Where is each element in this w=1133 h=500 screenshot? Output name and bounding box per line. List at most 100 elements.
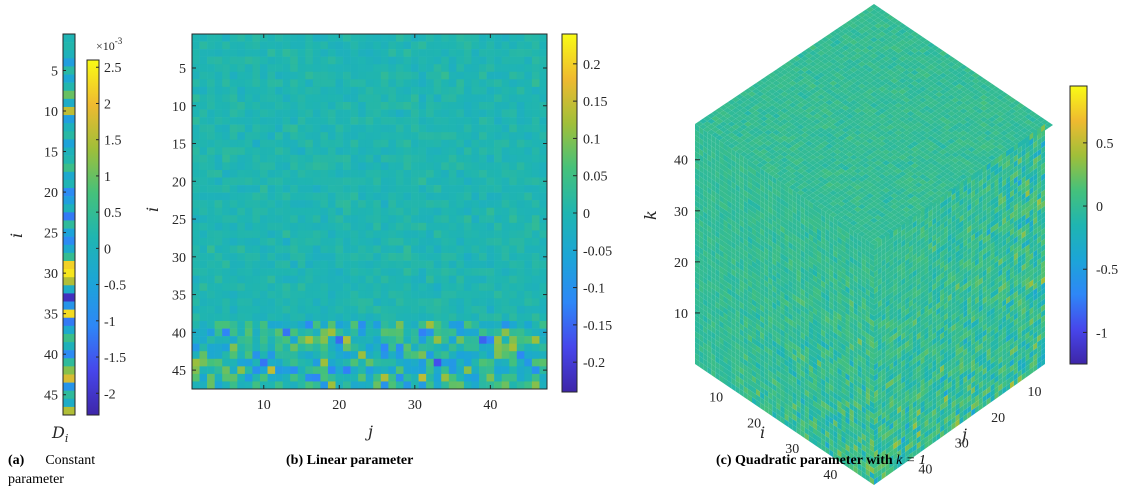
panel-c-left-face-cell xyxy=(699,132,704,141)
panel-c-left-face-cell xyxy=(711,156,716,165)
panel-b-cell xyxy=(448,351,457,360)
panel-c-left-face-cell xyxy=(752,391,756,400)
panel-b-cell xyxy=(539,321,548,329)
panel-b-cell xyxy=(207,124,215,133)
panel-b-cell xyxy=(395,101,404,110)
panel-c-top-face-cell xyxy=(735,110,744,116)
panel-c-top-face-cell xyxy=(739,135,748,141)
panel-b-cell xyxy=(207,275,215,284)
panel-c-top-face-cell xyxy=(918,53,927,59)
panel-c-top-face-cell xyxy=(910,86,919,92)
panel-c-top-face-cell xyxy=(853,206,862,213)
panel-b-cell xyxy=(358,79,367,88)
panel-b-cell xyxy=(237,283,246,292)
panel-b-cell xyxy=(426,94,435,103)
panel-c-top-face-cell xyxy=(727,121,736,127)
panel-b-cell xyxy=(275,321,283,329)
panel-b-cell xyxy=(267,34,276,42)
panel-b-cell xyxy=(395,79,404,88)
panel-c-top-face-cell xyxy=(752,94,761,100)
panel-c-top-face-cell xyxy=(975,146,984,153)
panel-b-cell xyxy=(411,305,419,314)
panel-c-left-face-cell xyxy=(711,222,716,231)
panel-c-top-face-cell xyxy=(808,138,817,144)
panel-b-cell xyxy=(259,321,268,329)
panel-b-cell xyxy=(494,253,502,261)
panel-b-cell xyxy=(433,373,442,382)
panel-c-top-face-cell xyxy=(784,121,793,127)
panel-a-cell xyxy=(63,342,75,351)
panel-c-left-face-cell xyxy=(695,331,700,340)
panel-b-cell xyxy=(433,275,442,284)
panel-c-top-face-cell xyxy=(935,80,944,87)
panel-c-left-face-cell xyxy=(731,361,736,370)
panel-b-cell xyxy=(471,64,480,73)
panel-c-top-face-cell xyxy=(975,91,984,98)
panel-c-left-face-cell xyxy=(703,162,708,171)
panel-b-cell xyxy=(222,260,231,269)
panel-b-cell xyxy=(343,373,351,382)
panel-b-cell xyxy=(380,79,389,88)
panel-b-cell xyxy=(244,230,253,239)
panel-c-top-face-cell xyxy=(963,111,972,117)
panel-b-cell xyxy=(539,268,548,277)
panel-c-top-face-cell xyxy=(825,105,834,111)
panel-c-left-face-cell xyxy=(715,372,720,381)
panel-c-top-face-cell xyxy=(1000,97,1009,103)
panel-c-left-face-cell xyxy=(756,230,761,239)
panel-c-left-face-cell xyxy=(747,214,752,223)
panel-c-top-face-cell xyxy=(902,53,911,59)
panel-c-top-face-cell xyxy=(715,129,724,135)
panel-c-left-face-cell xyxy=(707,295,712,305)
panel-c-top-face-cell xyxy=(800,121,809,127)
panel-b-cell xyxy=(479,343,487,352)
panel-c-top-face-cell xyxy=(975,141,984,147)
panel-c-top-face-cell xyxy=(951,168,960,174)
panel-b-cell xyxy=(358,343,367,352)
panel-c-top-face-cell xyxy=(829,47,838,54)
panel-c-top-face-cell xyxy=(922,116,931,122)
panel-c-top-face-cell xyxy=(760,121,769,127)
panel-b-cell xyxy=(380,147,389,156)
panel-b-cell xyxy=(395,237,404,246)
panel-c-left-face-cell xyxy=(743,342,748,351)
panel-b-colorbar-tick-label: 0.2 xyxy=(583,58,601,73)
panel-c-top-face-cell xyxy=(800,170,809,177)
panel-b-cell xyxy=(486,185,495,193)
panel-c-top-face-cell xyxy=(947,122,956,128)
panel-b-cell xyxy=(259,71,268,80)
panel-c-top-face-cell xyxy=(967,130,976,136)
panel-c-left-face-cell xyxy=(747,181,752,190)
panel-c-left-face-cell xyxy=(711,353,716,362)
panel-c-left-face-cell xyxy=(695,173,700,182)
panel-b-cell xyxy=(365,94,374,103)
panel-c-left-face-cell xyxy=(752,255,756,264)
panel-b-cell xyxy=(388,109,397,118)
panel-c-top-face-cell xyxy=(874,83,883,89)
panel-c-top-face-cell xyxy=(825,39,834,45)
panel-b-cell xyxy=(282,230,291,239)
panel-c-left-face-cell xyxy=(756,334,761,343)
panel-b-cell xyxy=(207,253,215,261)
panel-c-top-face-cell xyxy=(906,138,915,144)
panel-b-cell xyxy=(463,290,472,299)
panel-c-top-face-cell xyxy=(979,116,988,123)
panel-c-top-face-cell xyxy=(837,195,846,202)
panel-c-top-face-cell xyxy=(869,91,879,98)
panel-c-top-face-cell xyxy=(996,122,1005,128)
panel-b-cell xyxy=(282,177,291,186)
panel-b-cell xyxy=(327,192,336,201)
panel-c-top-face-cell xyxy=(804,69,813,75)
panel-c-top-face-cell xyxy=(841,198,850,204)
panel-c-top-face-cell xyxy=(845,108,854,114)
panel-b-cell xyxy=(259,101,268,110)
panel-b-cell xyxy=(373,290,382,299)
panel-b-cell xyxy=(207,237,215,246)
panel-c-left-face-cell xyxy=(747,372,752,381)
panel-c-top-face-cell xyxy=(747,91,756,97)
panel-b-cell xyxy=(365,109,374,118)
panel-c-top-face-cell xyxy=(914,132,923,139)
panel-c-top-face-cell xyxy=(800,192,809,199)
panel-b-cell xyxy=(237,253,246,261)
panel-c-top-face-cell xyxy=(869,140,879,147)
